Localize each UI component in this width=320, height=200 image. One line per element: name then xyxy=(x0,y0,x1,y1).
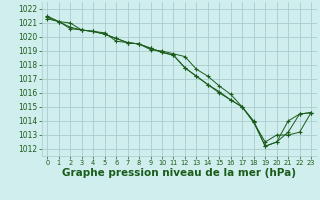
X-axis label: Graphe pression niveau de la mer (hPa): Graphe pression niveau de la mer (hPa) xyxy=(62,168,296,178)
